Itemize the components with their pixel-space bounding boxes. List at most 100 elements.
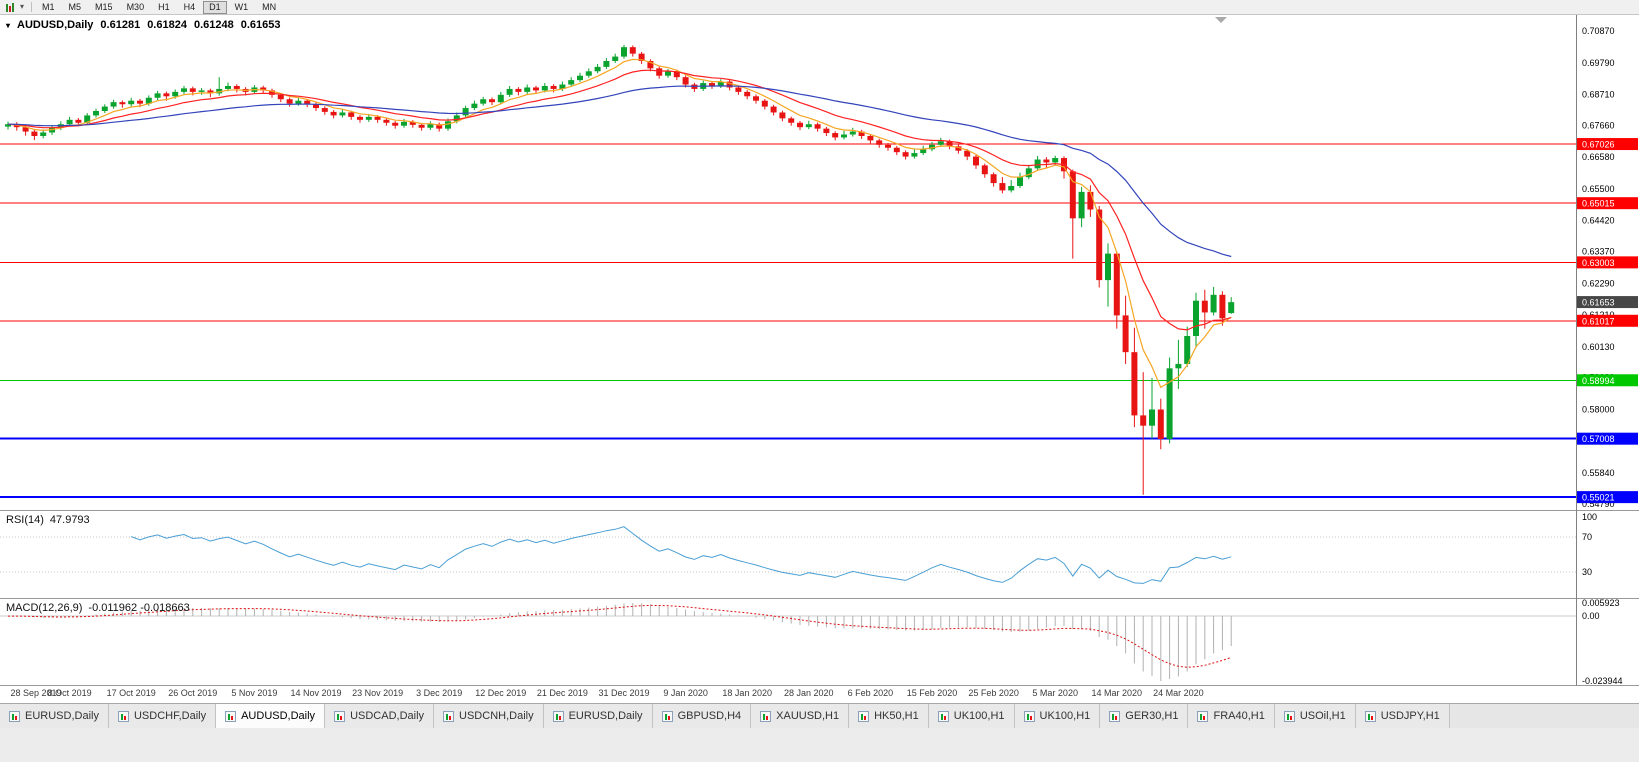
chart-icon — [9, 710, 20, 722]
timeframe-mn-button[interactable]: MN — [256, 1, 282, 14]
svg-text:26 Oct 2019: 26 Oct 2019 — [168, 688, 217, 698]
chart-icon — [443, 710, 455, 722]
chart-tab-usdcad-daily[interactable]: USDCAD,Daily — [325, 704, 435, 728]
svg-text:17 Oct 2019: 17 Oct 2019 — [107, 688, 156, 698]
macd-signal-line — [8, 604, 1232, 668]
chart-tab-uk100-h1[interactable]: UK100,H1 — [928, 704, 1015, 728]
svg-text:28 Sep 2019: 28 Sep 2019 — [10, 688, 61, 698]
tab-label: FRA40,H1 — [1213, 710, 1265, 722]
chart-tab-xauusd-h1[interactable]: XAUUSD,H1 — [751, 704, 850, 728]
svg-text:24 Mar 2020: 24 Mar 2020 — [1153, 688, 1204, 698]
svg-text:0.66580: 0.66580 — [1582, 152, 1615, 162]
svg-text:70: 70 — [1582, 532, 1592, 542]
macd-panel: 0.005923 0.00 -0.023944 — [0, 598, 1623, 686]
tab-label: EURUSD,Daily — [25, 710, 99, 722]
tab-label: GBPUSD,H4 — [677, 710, 742, 722]
chart-tab-ger30-h1[interactable]: GER30,H1 — [1100, 704, 1189, 728]
chart-icon — [225, 710, 237, 722]
timeframe-h1-button[interactable]: H1 — [152, 1, 176, 14]
macd-indicator-name: MACD(12,26,9) — [6, 602, 83, 614]
chart-tab-eurusd-daily[interactable]: EURUSD,Daily — [0, 704, 109, 728]
tab-label: UK100,H1 — [953, 710, 1005, 722]
svg-text:12 Dec 2019: 12 Dec 2019 — [475, 688, 526, 698]
price-tag-0.61017: 0.61017 — [1577, 314, 1638, 327]
svg-text:8 Oct 2019: 8 Oct 2019 — [48, 688, 92, 698]
chart-icon — [1283, 710, 1295, 722]
svg-text:0.58000: 0.58000 — [1582, 405, 1615, 415]
tab-label: XAUUSD,H1 — [776, 710, 840, 722]
tab-label: USDCAD,Daily — [350, 710, 425, 722]
svg-text:0.68710: 0.68710 — [1582, 90, 1615, 100]
dropdown-icon[interactable]: ▾ — [20, 2, 25, 11]
svg-text:28 Jan 2020: 28 Jan 2020 — [784, 688, 834, 698]
chart-panel[interactable]: 0.70870 0.69790 0.68710 0.67660 0.66580 0.655… — [0, 15, 1639, 703]
svg-text:14 Nov 2019: 14 Nov 2019 — [290, 688, 341, 698]
timeframe-w1-button[interactable]: W1 — [229, 1, 255, 14]
timeframe-h4-button[interactable]: H4 — [178, 1, 202, 14]
timeframe-d1-button[interactable]: D1 — [203, 0, 227, 14]
svg-text:30: 30 — [1582, 567, 1592, 577]
symbol-label: AUDUSD,Daily — [17, 19, 94, 31]
svg-text:0.58994: 0.58994 — [1582, 376, 1615, 386]
chart-icon — [760, 710, 772, 722]
chart-tab-usoil-h1[interactable]: USOil,H1 — [1274, 704, 1356, 728]
chart-icon — [1109, 710, 1121, 722]
candlesticks-layer — [5, 44, 1235, 495]
tab-label: USDJPY,H1 — [1380, 710, 1440, 722]
tab-label: AUDUSD,Daily — [241, 710, 316, 722]
chart-tab-audusd-daily[interactable]: AUDUSD,Daily — [216, 704, 326, 728]
svg-text:0.62290: 0.62290 — [1582, 278, 1615, 288]
svg-text:25 Feb 2020: 25 Feb 2020 — [968, 688, 1019, 698]
chart-icon — [937, 710, 949, 722]
svg-text:0.63003: 0.63003 — [1582, 258, 1615, 268]
tab-label: USOil,H1 — [1299, 710, 1346, 722]
chart-tab-fra40-h1[interactable]: FRA40,H1 — [1188, 704, 1275, 728]
chart-tab-usdjpy-h1[interactable]: USDJPY,H1 — [1355, 704, 1450, 728]
svg-text:100: 100 — [1582, 512, 1597, 522]
svg-text:0.63370: 0.63370 — [1582, 247, 1615, 257]
price-tag-0.63003: 0.63003 — [1577, 256, 1638, 269]
svg-text:9 Jan 2020: 9 Jan 2020 — [663, 688, 708, 698]
timeframe-m30-button[interactable]: M30 — [121, 1, 151, 14]
chart-icon — [858, 710, 870, 722]
chart-icon — [1023, 710, 1035, 722]
tab-label: USDCHF,Daily — [133, 710, 207, 722]
price-tag-0.57008: 0.57008 — [1577, 432, 1638, 445]
tab-label: HK50,H1 — [874, 710, 919, 722]
svg-text:0.005923: 0.005923 — [1582, 598, 1620, 608]
open-value: 0.61281 — [100, 19, 141, 31]
chart-icon — [552, 710, 564, 722]
horizontal-lines-layer — [0, 143, 1576, 499]
svg-text:14 Mar 2020: 14 Mar 2020 — [1092, 688, 1143, 698]
tab-label: UK100,H1 — [1039, 710, 1091, 722]
chart-shift-marker[interactable] — [1215, 17, 1227, 23]
chart-tab-usdchf-daily[interactable]: USDCHF,Daily — [108, 704, 217, 728]
price-chart-canvas[interactable]: 0.70870 0.69790 0.68710 0.67660 0.66580 0.655… — [0, 15, 1639, 703]
chart-tab-usdcnh-daily[interactable]: USDCNH,Daily — [434, 704, 544, 728]
svg-text:0.61017: 0.61017 — [1582, 316, 1615, 326]
timeframe-m5-button[interactable]: M5 — [63, 1, 88, 14]
price-tag-0.58994: 0.58994 — [1577, 374, 1638, 387]
close-value: 0.61653 — [240, 19, 281, 31]
svg-text:0.55840: 0.55840 — [1582, 468, 1615, 478]
ma-40-line — [7, 85, 1232, 258]
candlestick-chart-icon[interactable] — [3, 2, 17, 12]
chart-icon — [1197, 710, 1209, 722]
ohlc-header: ▾ AUDUSD,Daily 0.61281 0.61824 0.61248 0… — [6, 19, 280, 31]
svg-text:23 Nov 2019: 23 Nov 2019 — [352, 688, 403, 698]
rsi-label: RSI(14) 47.9793 — [6, 514, 90, 526]
timeframe-m15-button[interactable]: M15 — [89, 1, 119, 14]
svg-text:0.65015: 0.65015 — [1582, 199, 1615, 209]
ma-6-line — [7, 58, 1232, 389]
chart-tab-gbpusd-h4[interactable]: GBPUSD,H4 — [652, 704, 752, 728]
chart-tab-uk100-h1[interactable]: UK100,H1 — [1014, 704, 1101, 728]
tab-label: GER30,H1 — [1125, 710, 1179, 722]
svg-text:0.55021: 0.55021 — [1582, 493, 1615, 503]
svg-text:0.70870: 0.70870 — [1582, 26, 1615, 36]
chart-tab-eurusd-daily[interactable]: EURUSD,Daily — [543, 704, 653, 728]
svg-text:3 Dec 2019: 3 Dec 2019 — [416, 688, 462, 698]
timeframe-m1-button[interactable]: M1 — [36, 1, 61, 14]
chart-tab-hk50-h1[interactable]: HK50,H1 — [849, 704, 929, 728]
